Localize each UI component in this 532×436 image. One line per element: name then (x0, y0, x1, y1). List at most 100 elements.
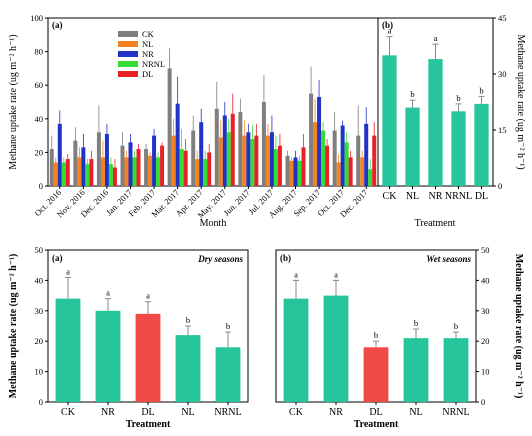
panel-b-xlabel: Treatment (415, 218, 456, 229)
panel-c-bar-nl (175, 335, 201, 402)
legend-label-nrnl: NRNL (142, 59, 165, 69)
legend-swatch-dl (118, 71, 138, 77)
panel-a-bar-nrnl (368, 169, 373, 186)
panel-d-label: (b) (280, 253, 291, 263)
panel-d-plot: 0 10 20 30 40 50 a CK a NR b DL b NL b NRNL (283, 245, 490, 418)
panel-d-xtick-label: NR (329, 407, 343, 418)
panel-a-label: (a) (52, 20, 63, 30)
panel-a-bar-ck (167, 68, 172, 186)
panel-a-ytick-label: 60 (35, 80, 44, 90)
panel-c-xtick-label: NRNL (214, 407, 241, 418)
panel-a-bar-nl (77, 157, 82, 186)
panel-a-ytick-label: 80 (35, 47, 44, 57)
panel-c-bar-ck (55, 298, 81, 402)
panel-a-bar-nr (364, 123, 369, 186)
panel-a-bar-nrnl (85, 164, 90, 186)
panel-b-ytick-label: 15 (498, 125, 507, 135)
legend-label-nl: NL (142, 39, 153, 49)
panel-a-bar-dl (301, 147, 306, 186)
panel-c-ytick-label: 0 (39, 397, 43, 407)
panel-a-bar-dl (254, 135, 259, 186)
panel-a-bar-nrnl (273, 149, 278, 186)
panel-a-bar-ck (49, 149, 54, 186)
panel-a-bar-nrnl (179, 149, 184, 186)
panel-c-xtick-label: NR (101, 407, 115, 418)
panel-d-ytick-label: 0 (481, 397, 485, 407)
panel-b-sig-letter: a (434, 33, 438, 43)
panel-a-bar-nl (53, 162, 58, 186)
legend-label-ck: CK (142, 29, 155, 39)
panel-a-bar-nr (269, 132, 274, 186)
panel-a-bar-nl (195, 159, 200, 186)
panel-d-sig-letter: b (374, 330, 378, 340)
panel-b-xtick-label: CK (383, 191, 398, 202)
panel-c-xlabel: Treatment (126, 419, 171, 430)
legend-swatch-nl (118, 41, 138, 47)
panel-a-bar-nr (222, 115, 227, 186)
panel-b-xtick-label: NL (406, 191, 419, 202)
panel-a-bar-nrnl (321, 130, 326, 186)
panel-c-ytick-label: 20 (35, 336, 44, 346)
panel-a-bar-dl (136, 149, 141, 186)
panel-b-ytick-label: 45 (498, 13, 507, 23)
panel-a-bar-ck (214, 108, 219, 186)
panel-c-bar-nrnl (215, 347, 241, 402)
panel-a-bar-dl (348, 157, 353, 186)
panel-a-ylabel: Methane uptake rate (ug m⁻² h⁻¹) (8, 34, 19, 169)
panel-a-bar-nr (317, 96, 322, 186)
panel-b-bar-ck (382, 55, 397, 187)
panel-a-bar-nrnl (344, 142, 349, 186)
panel-a-bar-dl (65, 159, 70, 186)
panel-c-ytick-label: 10 (35, 367, 44, 377)
panel-d-xlabel: Treatment (354, 419, 399, 430)
panel-a-bar-nl (100, 157, 105, 186)
panel-c-ytick-label: 40 (35, 275, 44, 285)
panel-d-xtick-label: CK (289, 407, 304, 418)
panel-a-bar-nl (148, 155, 153, 186)
panel-a-bar-nl (242, 135, 247, 186)
panel-d-ytick-label: 50 (481, 245, 490, 255)
panel-a-bar-ck (144, 149, 149, 186)
panel-c-xtick-label: NL (181, 407, 194, 418)
panel-a-bar-dl (325, 145, 330, 186)
panel-a-bar-nrnl (132, 157, 137, 186)
panel-a-bar-nr (104, 133, 109, 186)
panel-d-ytick-label: 10 (481, 367, 490, 377)
panel-a-bar-ck (309, 93, 314, 186)
panel-a-bar-nr (81, 147, 86, 186)
panel-b-bar-nrnl (451, 111, 466, 186)
panel-a-bar-nrnl (156, 157, 161, 186)
panel-a-bar-nrnl (226, 132, 231, 186)
panel-a-bar-nr (175, 103, 180, 186)
panel-b-sig-letter: b (410, 89, 414, 99)
dry-seasons-title: Dry seasons (197, 254, 243, 264)
legend-swatch-ck (118, 31, 138, 37)
panel-d-sig-letter: a (294, 269, 298, 279)
panel-c-ylabel: Methane uptake rate (ug m⁻² h⁻¹) (8, 254, 19, 399)
panel-c-plot: 0 10 20 30 40 50 a CK a NR a DL b NL b NRNL (35, 245, 242, 418)
panel-a-bar-nl (265, 135, 270, 186)
panel-a-bar-ck (191, 130, 196, 186)
panel-a-xtick-label: Jun. 2017 (221, 187, 251, 217)
panel-a-bar-nl (124, 157, 129, 186)
panel-d-bar-nl (403, 338, 429, 402)
panel-d-ylabel: Methane uptake rate (ug m⁻² h⁻¹) (513, 254, 524, 399)
panel-a-bar-ck (261, 102, 266, 186)
panel-a-bar-dl (230, 113, 235, 186)
panel-a-bar-nr (57, 123, 62, 186)
panel-a-bar-nr (152, 135, 157, 186)
panel-d-ytick-label: 20 (481, 336, 490, 346)
panel-a-bar-nr (199, 122, 204, 186)
panel-b-label: (b) (382, 20, 393, 30)
panel-a-ytick-label: 100 (30, 13, 43, 23)
panel-a-bar-nl (171, 135, 176, 186)
panel-a-bar-dl (207, 152, 212, 186)
panel-c-ytick-label: 30 (35, 306, 44, 316)
panel-a-bar-ck (356, 135, 361, 186)
panel-d-bar-dl (363, 347, 389, 402)
panel-a-bar-nl (360, 157, 365, 186)
panel-a-bar-ck (120, 145, 125, 186)
wet-seasons-title: Wet seasons (426, 254, 471, 264)
